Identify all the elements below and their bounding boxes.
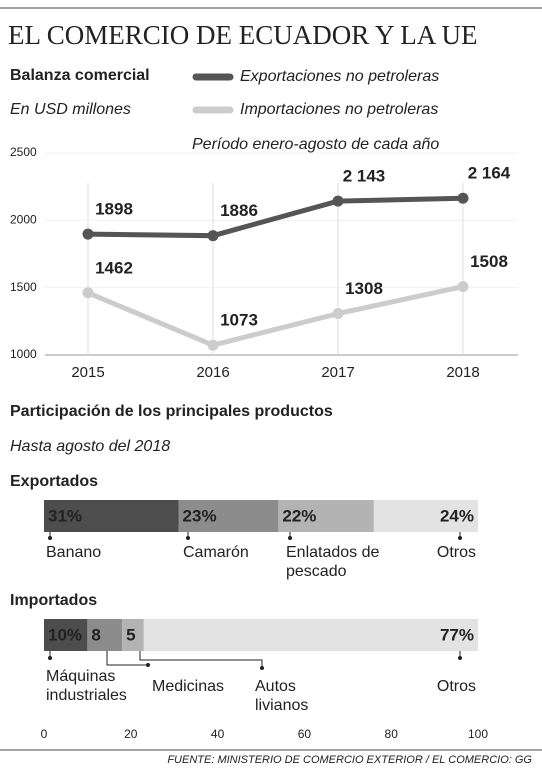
x-tick-label: 80 — [385, 727, 399, 741]
source: FUENTE: MINISTERIO DE COMERCIO EXTERIOR … — [167, 754, 532, 766]
y-tick-label: 1500 — [10, 280, 37, 294]
value-label: 31% — [48, 506, 82, 525]
group-title: Importados — [10, 592, 97, 609]
segment-name: Otros — [436, 678, 476, 695]
value-label: 5 — [126, 625, 135, 644]
legend-label: Exportaciones no petroleras — [240, 68, 439, 85]
page-title: EL COMERCIO DE ECUADOR Y LA UE — [8, 20, 477, 50]
segment-name: Enlatados de pescado — [286, 544, 380, 580]
value-label: 10% — [48, 625, 82, 644]
leader-dot — [260, 666, 264, 670]
bar-segment — [278, 500, 374, 532]
leader-dot — [48, 656, 52, 660]
y-tick-label: 2000 — [10, 213, 37, 227]
point — [207, 230, 219, 242]
segment-name-box: Enlatados de pescado — [286, 544, 380, 580]
point — [207, 339, 219, 351]
x-tick-label: 60 — [298, 727, 312, 741]
value-label: 1308 — [345, 279, 383, 298]
annotation: Período enero-agosto de cada año — [192, 136, 439, 153]
bar-segment — [373, 500, 478, 532]
point — [82, 287, 94, 299]
leader-dot — [186, 536, 190, 540]
value-label: 23% — [183, 506, 217, 525]
segment-name: Autos livianos — [255, 678, 309, 714]
value-label: 1462 — [95, 258, 133, 277]
value-label: 8 — [91, 625, 100, 644]
bar-chart-subtitle: Hasta agosto del 2018 — [10, 438, 170, 455]
value-label: 1886 — [220, 201, 258, 220]
value-label: 22% — [282, 506, 316, 525]
value-label: 77% — [440, 625, 474, 644]
leader-line — [139, 651, 263, 668]
leader-dot — [458, 656, 462, 660]
segment-name: Medicinas — [152, 678, 225, 695]
point — [82, 228, 94, 240]
bar-segment — [44, 500, 179, 532]
bar-segment — [178, 500, 279, 532]
segment-name-box: Banano — [46, 544, 102, 561]
value-label: 2 143 — [343, 167, 386, 186]
series-line — [87, 284, 464, 348]
value-label: 2 164 — [468, 164, 511, 183]
segment-name: Banano — [46, 544, 102, 561]
x-tick-label: 100 — [468, 727, 488, 741]
leader-line — [106, 651, 148, 666]
segment-name: Camarón — [183, 544, 249, 561]
x-tick-label: 2015 — [71, 364, 104, 381]
x-tick-label: 40 — [211, 727, 225, 741]
leader-dot — [288, 536, 292, 540]
value-label: 1898 — [95, 200, 133, 219]
segment-name-box: Otros — [436, 544, 476, 561]
bar-segment — [143, 619, 478, 651]
x-tick-label: 20 — [124, 727, 138, 741]
y-tick-label: 1000 — [10, 347, 37, 361]
line-chart-title: Balanza comercial — [10, 67, 150, 84]
x-tick-label: 2016 — [196, 364, 229, 381]
bar-chart-title: Participación de los principales product… — [10, 403, 333, 420]
value-label: 1508 — [470, 252, 508, 271]
segment-name-box: Otros — [436, 678, 476, 695]
point — [332, 308, 344, 320]
point — [457, 192, 469, 204]
leader-dot — [48, 536, 52, 540]
segment-name-box: Máquinas industriales — [46, 668, 127, 704]
value-label: 24% — [440, 506, 474, 525]
leader-dot — [146, 663, 150, 667]
line-chart-subtitle: En USD millones — [10, 101, 131, 118]
y-tick-label: 2500 — [10, 145, 37, 159]
segment-name: Máquinas industriales — [46, 668, 127, 704]
x-tick-label: 0 — [41, 727, 48, 741]
segment-name-box: Medicinas — [152, 678, 225, 695]
legend-label: Importaciones no petroleras — [240, 101, 438, 118]
x-tick-label: 2018 — [446, 364, 479, 381]
series-line — [87, 195, 464, 239]
bar-segment — [44, 619, 88, 651]
point — [332, 195, 344, 207]
segment-name: Otros — [436, 544, 476, 561]
value-label: 1073 — [220, 311, 258, 330]
bar-segment — [122, 619, 144, 651]
x-tick-label: 2017 — [321, 364, 354, 381]
segment-name-box: Autos livianos — [255, 678, 309, 714]
group-title: Exportados — [10, 473, 98, 490]
segment-name-box: Camarón — [183, 544, 249, 561]
point — [457, 281, 469, 293]
leader-dot — [458, 536, 462, 540]
bar-segment — [87, 619, 123, 651]
